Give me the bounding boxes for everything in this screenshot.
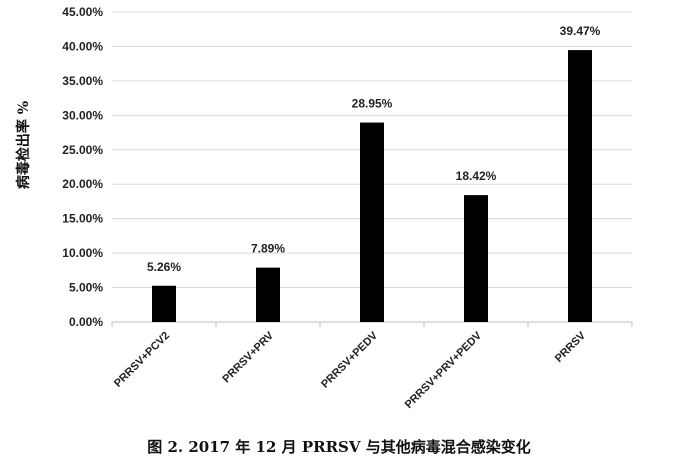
- y-tick-label: 15.00%: [62, 212, 103, 226]
- bars: [152, 50, 592, 323]
- y-tick-label: 10.00%: [62, 246, 103, 260]
- axes: [111, 321, 633, 327]
- x-category-label: PRRSV+PRV: [220, 329, 276, 385]
- y-tick-label: 45.00%: [62, 5, 103, 19]
- y-tick-labels: 0.00% 5.00% 10.00% 15.00% 20.00% 25.00% 30.00%…: [62, 5, 103, 329]
- x-category-label: PRRSV: [553, 329, 589, 365]
- x-category-label: PRRSV+PEDV: [319, 329, 380, 390]
- x-category-label: PRRSV+PCV2: [112, 330, 172, 390]
- bar: [568, 50, 592, 323]
- bar: [152, 285, 176, 322]
- x-category-labels: PRRSV+PCV2 PRRSV+PRV PRRSV+PEDV PRRSV+PRV+P…: [112, 329, 589, 411]
- data-label: 39.47%: [560, 24, 601, 38]
- bar: [360, 122, 384, 322]
- data-label: 18.42%: [456, 169, 497, 183]
- y-tick-label: 40.00%: [62, 39, 103, 53]
- x-category-label: PRRSV+PRV+PEDV: [403, 329, 485, 411]
- data-label: 7.89%: [251, 242, 285, 256]
- y-axis-title: 病毒检出率 %: [15, 101, 32, 189]
- y-tick-label: 5.00%: [69, 281, 103, 295]
- bar: [256, 267, 280, 322]
- y-tick-label: 20.00%: [62, 177, 103, 191]
- figure-caption: 图 2. 2017 年 12 月 PRRSV 与其他病毒混合感染变化: [147, 438, 531, 456]
- y-tick-label: 30.00%: [62, 108, 103, 122]
- y-tick-label: 0.00%: [69, 315, 103, 329]
- y-tick-label: 25.00%: [62, 143, 103, 157]
- data-label: 28.95%: [352, 97, 393, 111]
- y-tick-label: 35.00%: [62, 74, 103, 88]
- data-label: 5.26%: [147, 260, 181, 274]
- data-labels: 5.26% 7.89% 28.95% 18.42% 39.47%: [147, 24, 601, 274]
- bar: [464, 195, 488, 322]
